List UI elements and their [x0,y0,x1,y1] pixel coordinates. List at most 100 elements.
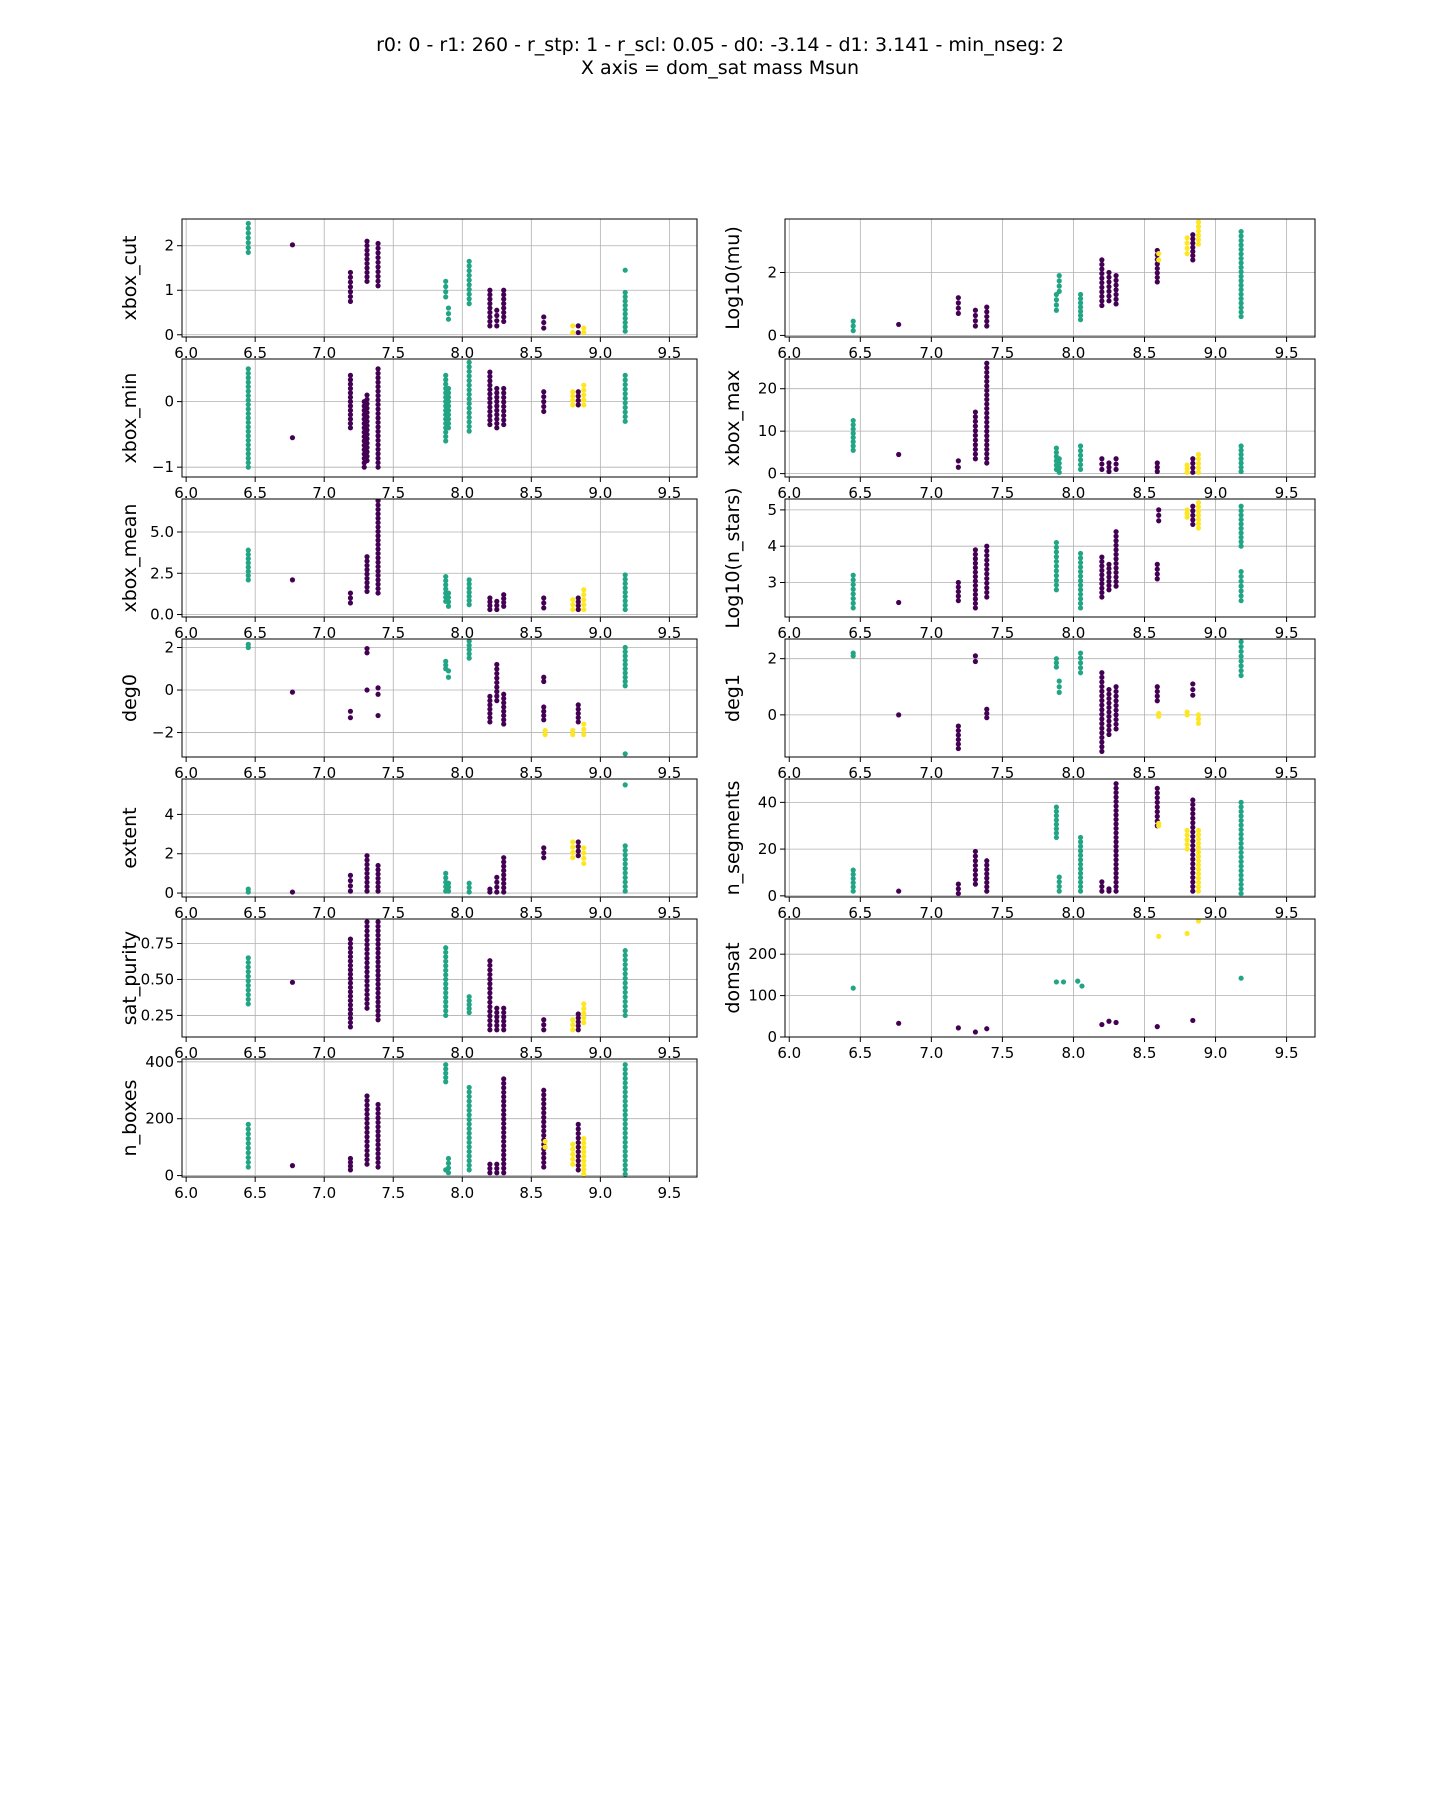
data-point [364,392,370,398]
data-point [622,391,628,397]
data-point [501,1014,507,1020]
data-point [364,996,370,1002]
data-point [1190,811,1196,817]
data-point [347,984,354,991]
data-point [364,1005,370,1011]
data-point [1099,298,1105,304]
data-point [1053,582,1059,588]
data-point [245,1154,251,1161]
data-point [443,1003,449,1009]
data-point [984,410,990,416]
data-point [1184,827,1190,834]
data-point [1238,644,1244,650]
data-point [622,386,628,392]
data-point [364,260,370,267]
data-point [541,1164,547,1170]
data-point [466,373,472,379]
data-point [443,278,449,284]
data-point [541,600,547,606]
data-point [1053,539,1059,546]
data-point [984,710,990,717]
data-point [622,307,628,313]
data-point [1053,573,1059,579]
data-point [1190,824,1196,830]
data-point [466,282,472,288]
data-point [494,399,500,405]
data-point [364,405,370,411]
data-point [443,1070,449,1076]
data-point [622,883,628,890]
data-point [347,940,354,947]
data-point [1113,790,1119,796]
data-point [581,1158,587,1164]
data-point [1238,255,1244,262]
data-point [1154,576,1160,582]
data-point [542,727,548,734]
data-point [347,394,354,400]
data-point [1053,558,1059,565]
data-point [494,675,500,681]
data-point [466,1089,472,1095]
data-point [622,861,628,867]
data-point [466,639,472,644]
data-point [1154,464,1160,470]
data-point [1099,744,1105,750]
x-tick-label: 7.0 [919,484,943,502]
data-point [487,395,493,401]
data-point [501,287,507,293]
data-point [501,1156,507,1162]
data-point [494,1018,500,1024]
data-point [1154,688,1160,695]
data-point [541,1087,547,1093]
data-point [1113,291,1119,298]
data-point [443,1012,449,1019]
data-point [1195,504,1202,510]
data-point [850,318,856,324]
data-point [501,305,507,311]
x-tick-label: 8.0 [1062,344,1086,362]
data-point [972,591,979,598]
data-point [1154,799,1160,805]
data-point [364,888,370,894]
data-point [375,577,381,583]
data-point [443,976,449,982]
data-point [1190,806,1196,812]
data-point [375,932,381,938]
data-point [1106,468,1112,475]
data-point [1113,794,1119,800]
data-point [487,417,493,423]
data-point [494,407,500,413]
data-point [1113,569,1119,576]
data-point [575,1019,581,1025]
data-point [347,279,354,285]
data-point [445,416,452,422]
data-point [984,580,990,586]
data-point [1106,279,1112,285]
data-point [972,565,979,571]
data-point [622,395,628,401]
data-point [955,305,961,311]
x-tick-label: 9.0 [588,904,612,922]
data-point [487,1022,493,1028]
data-point [487,382,493,388]
y-axis-label: xbox_min [119,373,141,464]
data-point [1077,596,1084,602]
data-point [1190,856,1196,862]
data-point [1053,568,1059,574]
data-point [245,547,251,553]
data-point [1099,257,1105,263]
data-point [1056,465,1062,471]
data-point [1238,881,1244,887]
x-tick-label: 7.0 [919,1044,943,1062]
data-point [375,419,381,426]
data-point [487,994,493,1001]
data-point [955,584,961,590]
data-point [466,1005,472,1012]
data-point [1195,500,1202,506]
data-point [494,884,500,890]
data-point [1195,720,1202,726]
data-point [972,323,979,329]
data-point [984,374,990,380]
data-point [984,585,990,591]
data-point [570,1022,576,1028]
